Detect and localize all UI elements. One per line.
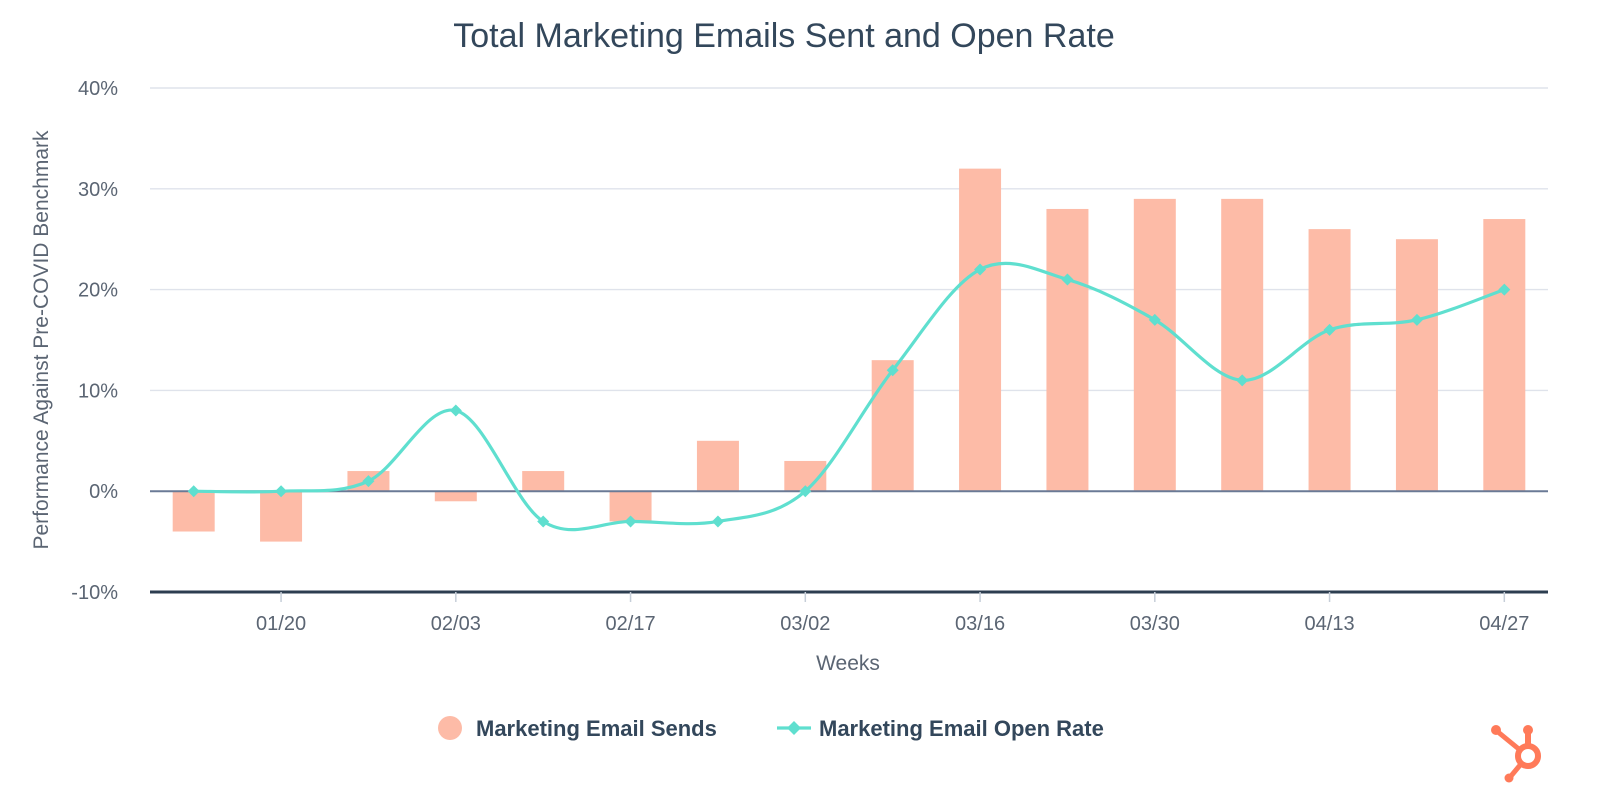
- line-point: [449, 404, 462, 417]
- y-tick-label: 10%: [78, 380, 118, 402]
- line-point: [1236, 374, 1249, 387]
- bar: [1308, 229, 1351, 492]
- bar: [1221, 198, 1264, 492]
- line-point: [1498, 283, 1511, 296]
- logo-spoke: [1495, 729, 1523, 753]
- y-tick-label: -10%: [71, 582, 118, 604]
- bar: [1133, 198, 1176, 492]
- line-point: [886, 364, 899, 377]
- logo-node: [1523, 725, 1533, 735]
- bar: [434, 491, 477, 502]
- line-point: [1410, 313, 1423, 326]
- logo-spoke: [1508, 761, 1524, 779]
- legend: Marketing Email Sends Marketing Email Ope…: [438, 716, 1104, 741]
- legend-open-rate-label: Marketing Email Open Rate: [819, 716, 1104, 741]
- line-point: [1148, 313, 1161, 326]
- line-point: [1323, 323, 1336, 336]
- bar: [871, 360, 914, 492]
- bar: [260, 491, 303, 542]
- line-point: [537, 515, 550, 528]
- bar: [696, 440, 739, 492]
- y-tick-label: 40%: [78, 78, 118, 100]
- x-tick-label: 04/27: [1479, 613, 1529, 635]
- x-tick-label: 03/16: [955, 613, 1005, 635]
- y-axis-ticks: 40% 30% 20% 10% 0% -10%: [71, 78, 118, 604]
- line-point: [711, 515, 724, 528]
- legend-sends-label: Marketing Email Sends: [476, 716, 717, 741]
- zero-axis: [150, 490, 1548, 594]
- line-point: [974, 263, 987, 276]
- bar: [522, 471, 565, 492]
- x-tick-label: 03/02: [780, 613, 830, 635]
- logo-node: [1504, 773, 1514, 783]
- legend-sends-icon: [438, 716, 462, 740]
- bar: [1483, 219, 1526, 492]
- legend-open-rate-marker-icon: [787, 721, 801, 735]
- x-axis-title: Weeks: [816, 652, 880, 675]
- chart-title: Total Marketing Emails Sent and Open Rat…: [453, 17, 1114, 55]
- x-tick-label: 01/20: [256, 613, 306, 635]
- x-axis-ticks: 01/20 02/03 02/17 03/02 03/16 03/30 04/13 04/27: [256, 592, 1529, 635]
- logo-node: [1491, 725, 1501, 735]
- y-axis-title: Performance Against Pre-COVID Benchmark: [30, 130, 53, 549]
- bar: [1046, 208, 1089, 492]
- open-rate-line: [193, 261, 1505, 532]
- x-tick-label: 04/13: [1305, 613, 1355, 635]
- x-tick-label: 02/17: [606, 613, 656, 635]
- bar: [1395, 239, 1438, 492]
- line-point: [362, 475, 375, 488]
- line-point: [275, 485, 288, 498]
- bar: [172, 491, 215, 532]
- bar-series: [172, 168, 1526, 542]
- y-tick-label: 30%: [78, 179, 118, 201]
- y-tick-label: 20%: [78, 280, 118, 302]
- x-tick-label: 02/03: [431, 613, 481, 635]
- line-point: [187, 485, 200, 498]
- hubspot-sprocket-icon: [1491, 725, 1541, 783]
- line-point: [624, 515, 637, 528]
- line-series: [187, 261, 1511, 532]
- line-point: [1061, 273, 1074, 286]
- bar: [959, 168, 1002, 492]
- line-point: [799, 485, 812, 498]
- x-tick-label: 03/30: [1130, 613, 1180, 635]
- y-tick-label: 0%: [89, 481, 118, 503]
